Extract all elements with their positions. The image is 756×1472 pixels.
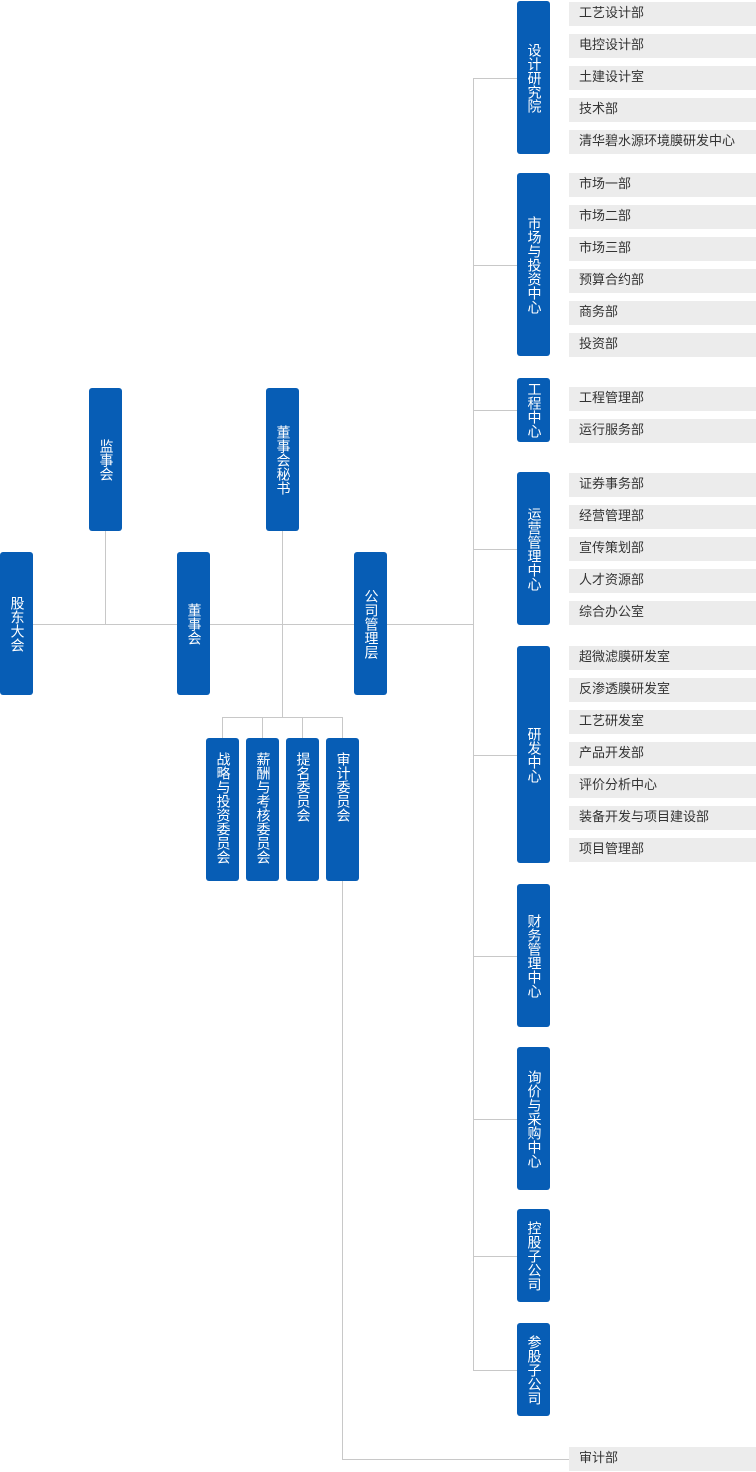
connector-line bbox=[302, 717, 303, 738]
node-center: 询价与采购中心 bbox=[517, 1047, 550, 1190]
department-item: 产品开发部 bbox=[569, 742, 756, 766]
node-center: 参股子公司 bbox=[517, 1323, 550, 1416]
connector-line bbox=[473, 1119, 517, 1120]
connector-line bbox=[473, 1370, 517, 1371]
node-label: 设计研究院 bbox=[525, 42, 542, 113]
node-label: 市场与投资中心 bbox=[525, 215, 542, 314]
node-center: 工程中心 bbox=[517, 378, 550, 442]
node-label: 战略与投资委员会 bbox=[214, 752, 231, 864]
department-item: 运行服务部 bbox=[569, 419, 756, 443]
node-label: 财务管理中心 bbox=[525, 913, 542, 998]
node-audit-dept: 审计部 bbox=[569, 1447, 756, 1471]
node-board: 董事会 bbox=[177, 552, 210, 695]
connector-line bbox=[342, 717, 343, 738]
node-shareholders: 股东大会 bbox=[0, 552, 33, 695]
department-item: 市场一部 bbox=[569, 173, 756, 197]
department-item: 投资部 bbox=[569, 333, 756, 357]
node-label: 研发中心 bbox=[525, 726, 542, 783]
node-committee: 战略与投资委员会 bbox=[206, 738, 239, 881]
node-center: 研发中心 bbox=[517, 646, 550, 863]
connector-line bbox=[105, 531, 106, 624]
node-label: 运营管理中心 bbox=[525, 506, 542, 591]
department-item: 工艺设计部 bbox=[569, 2, 756, 26]
connector-line bbox=[473, 410, 517, 411]
connector-line bbox=[473, 78, 474, 1370]
connector-line bbox=[473, 1256, 517, 1257]
node-committee: 审计委员会 bbox=[326, 738, 359, 881]
connector-line bbox=[473, 956, 517, 957]
node-management: 公司管理层 bbox=[354, 552, 387, 695]
node-center: 设计研究院 bbox=[517, 1, 550, 154]
node-center: 控股子公司 bbox=[517, 1209, 550, 1302]
node-label: 董事会秘书 bbox=[274, 424, 291, 495]
connector-line bbox=[473, 265, 517, 266]
department-item: 清华碧水源环境膜研发中心 bbox=[569, 130, 756, 154]
connector-line bbox=[342, 881, 343, 1459]
department-item: 证券事务部 bbox=[569, 473, 756, 497]
node-center: 运营管理中心 bbox=[517, 472, 550, 625]
node-label: 公司管理层 bbox=[362, 588, 379, 659]
department-item: 预算合约部 bbox=[569, 269, 756, 293]
department-item: 工程管理部 bbox=[569, 387, 756, 411]
node-label: 股东大会 bbox=[8, 595, 25, 652]
department-item: 市场三部 bbox=[569, 237, 756, 261]
connector-line bbox=[342, 1459, 569, 1460]
department-item: 工艺研发室 bbox=[569, 710, 756, 734]
node-label: 询价与采购中心 bbox=[525, 1069, 542, 1168]
connector-line bbox=[473, 78, 517, 79]
node-center: 市场与投资中心 bbox=[517, 173, 550, 356]
node-committee: 提名委员会 bbox=[286, 738, 319, 881]
department-item: 土建设计室 bbox=[569, 66, 756, 90]
node-label: 工程中心 bbox=[525, 382, 542, 438]
connector-line bbox=[222, 717, 343, 718]
node-committee: 薪酬与考核委员会 bbox=[246, 738, 279, 881]
node-label: 董事会 bbox=[185, 602, 202, 645]
department-item: 反渗透膜研发室 bbox=[569, 678, 756, 702]
department-item: 超微滤膜研发室 bbox=[569, 646, 756, 670]
connector-line bbox=[33, 624, 473, 625]
department-item: 评价分析中心 bbox=[569, 774, 756, 798]
connector-line bbox=[473, 755, 517, 756]
department-item: 技术部 bbox=[569, 98, 756, 122]
node-label: 审计委员会 bbox=[334, 752, 351, 822]
node-center: 财务管理中心 bbox=[517, 884, 550, 1027]
connector-line bbox=[282, 531, 283, 717]
connector-line bbox=[222, 717, 223, 738]
node-label: 参股子公司 bbox=[525, 1334, 542, 1405]
department-item: 综合办公室 bbox=[569, 601, 756, 625]
department-item: 人才资源部 bbox=[569, 569, 756, 593]
department-item: 商务部 bbox=[569, 301, 756, 325]
department-item: 电控设计部 bbox=[569, 34, 756, 58]
node-label: 薪酬与考核委员会 bbox=[254, 752, 271, 864]
node-label: 控股子公司 bbox=[525, 1220, 542, 1291]
department-item: 装备开发与项目建设部 bbox=[569, 806, 756, 830]
connector-line bbox=[262, 717, 263, 738]
department-item: 经营管理部 bbox=[569, 505, 756, 529]
department-item: 项目管理部 bbox=[569, 838, 756, 862]
node-board-secretary: 董事会秘书 bbox=[266, 388, 299, 531]
node-supervisors: 监事会 bbox=[89, 388, 122, 531]
node-label: 监事会 bbox=[97, 438, 114, 481]
department-item: 市场二部 bbox=[569, 205, 756, 229]
department-item: 宣传策划部 bbox=[569, 537, 756, 561]
connector-line bbox=[473, 549, 517, 550]
node-label: 提名委员会 bbox=[294, 752, 311, 822]
